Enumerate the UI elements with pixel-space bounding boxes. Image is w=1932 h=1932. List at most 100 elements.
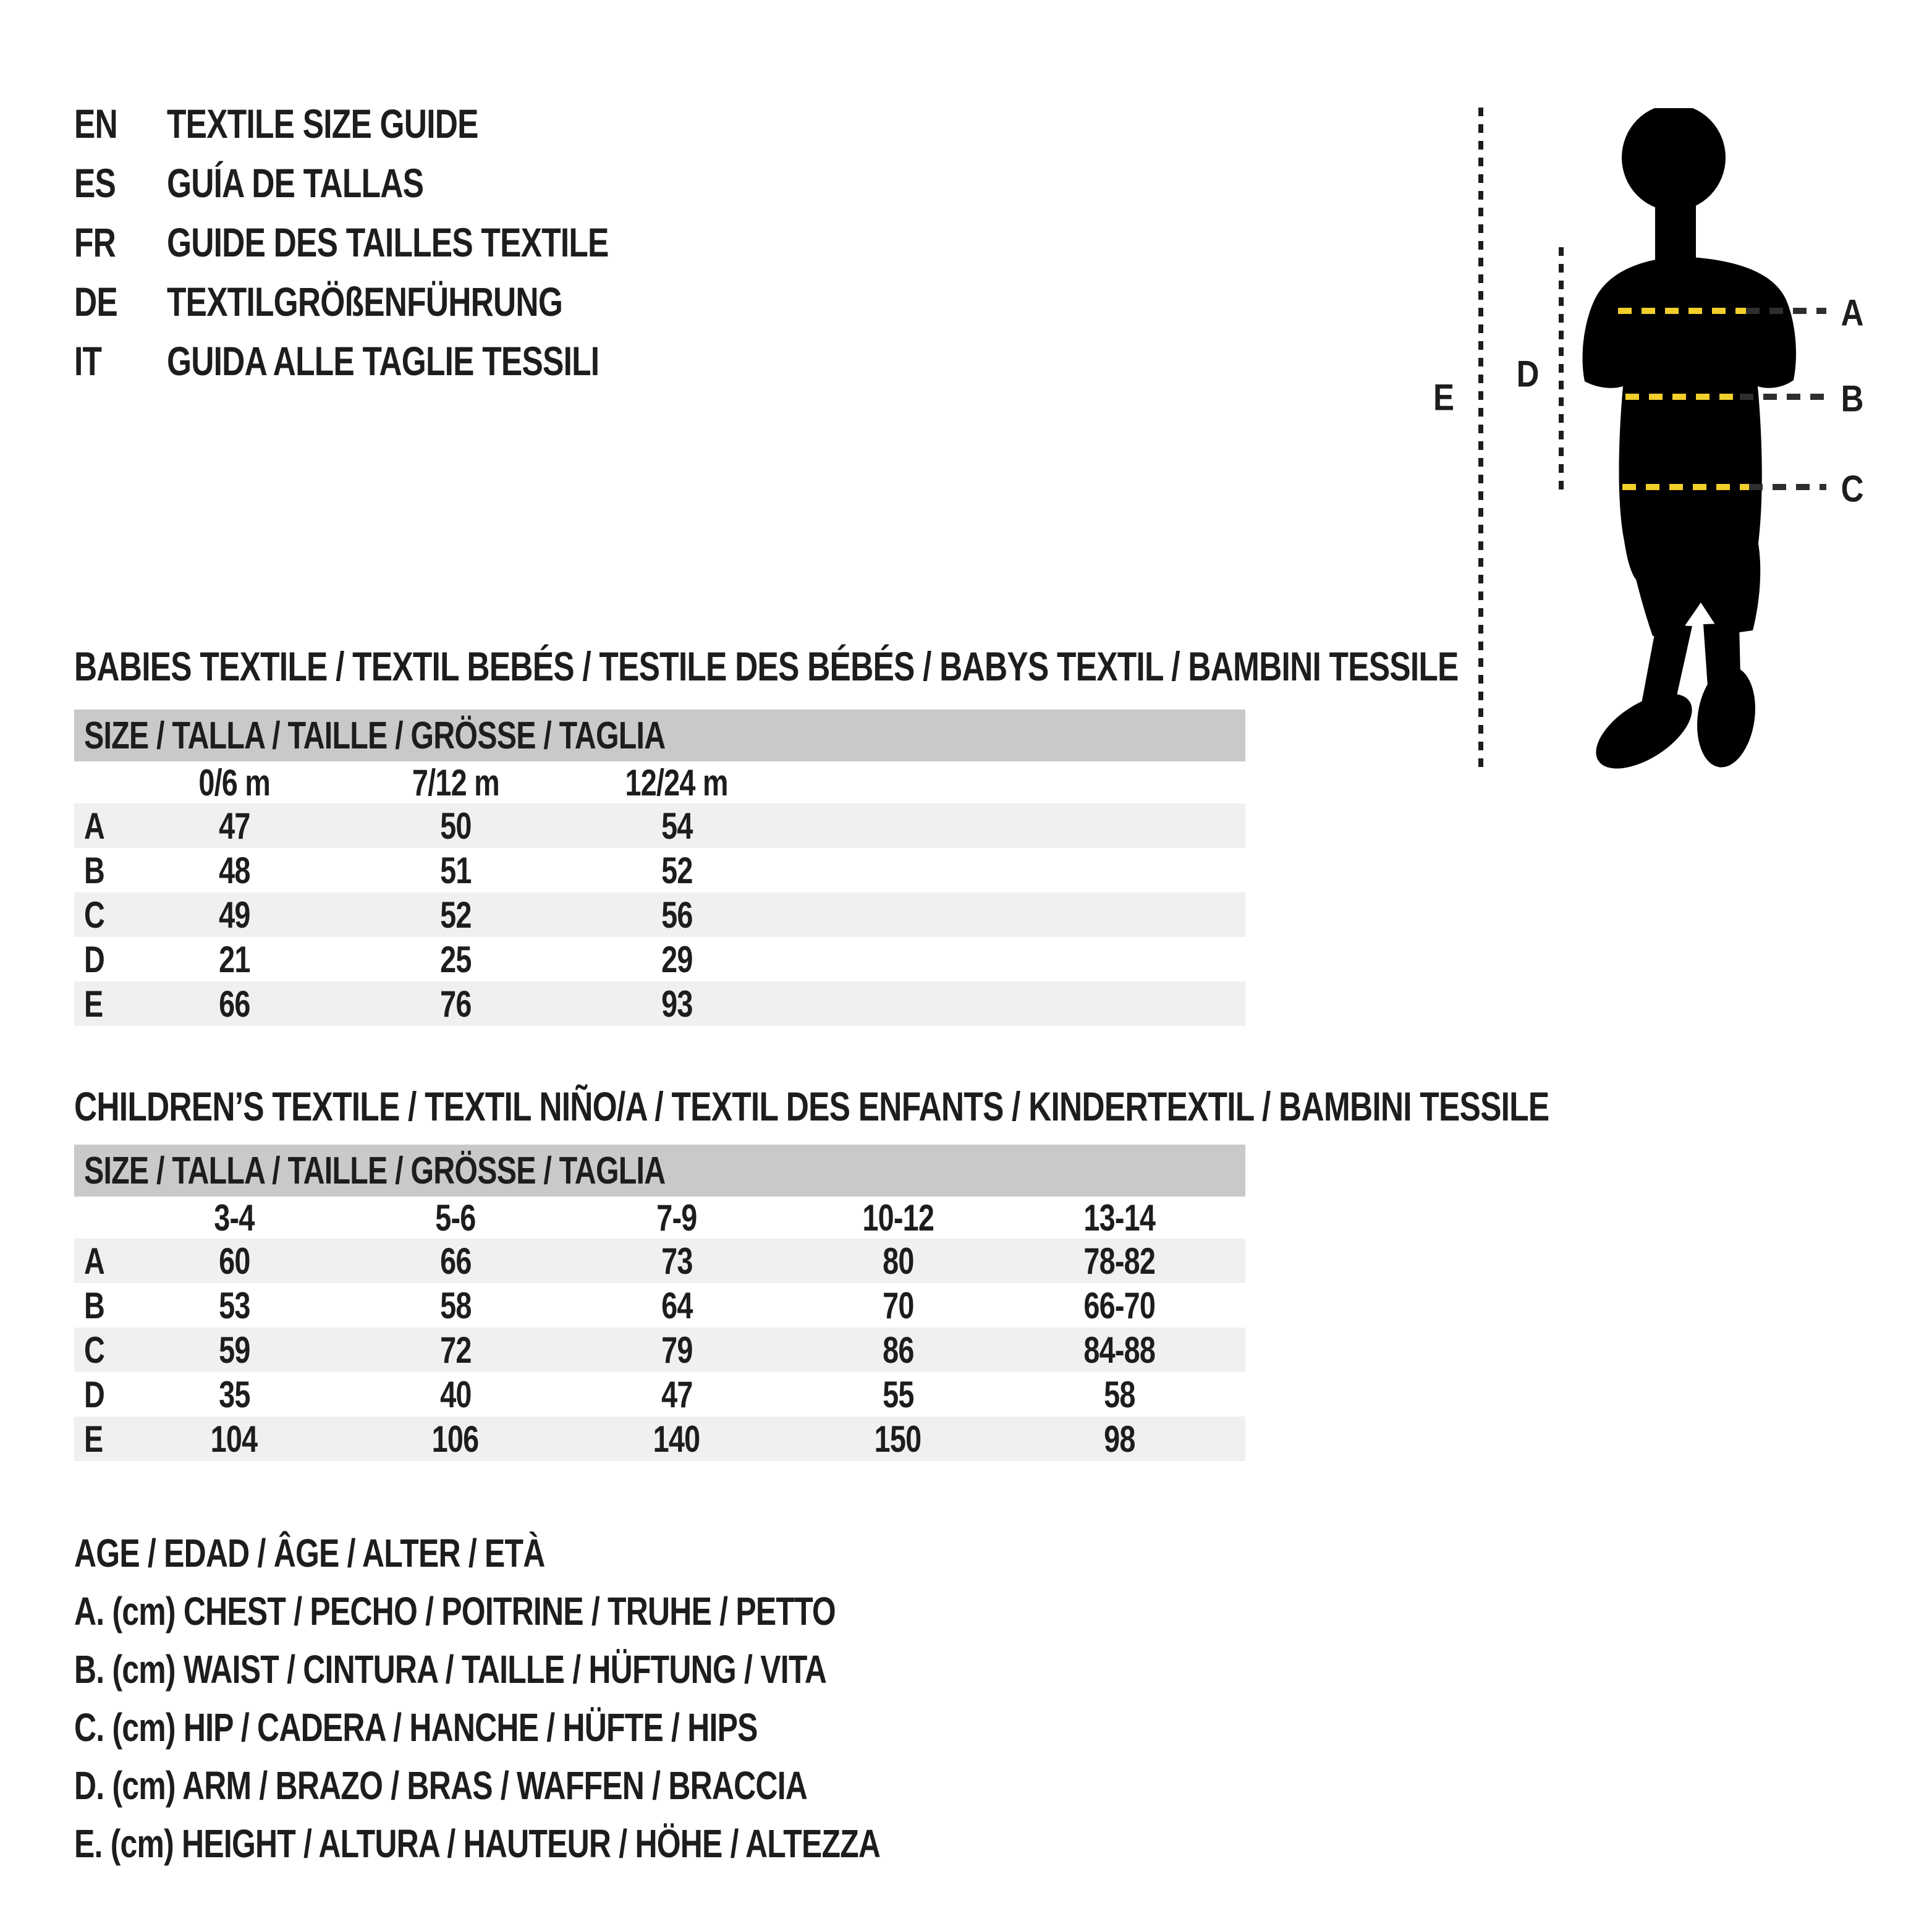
table-cell: 54 xyxy=(661,805,693,847)
babies-size-table: SIZE / TALLA / TAILLE / GRÖSSE / TAGLIA … xyxy=(74,710,1245,1026)
table-cell: 52 xyxy=(439,894,472,936)
table-cell: 66 xyxy=(439,1240,472,1282)
table-cell: 60 xyxy=(218,1240,250,1282)
legend-item-c: C. (cm) HIP / CADERA / HANCHE / HÜFTE / … xyxy=(74,1705,758,1750)
marker-label-e: E xyxy=(1433,376,1455,418)
column-header: 12/24 m xyxy=(625,762,729,803)
table-row-c: C 49 52 56 xyxy=(74,892,1245,937)
table-cell: 78-82 xyxy=(1083,1240,1156,1282)
table-cell: 70 xyxy=(882,1284,914,1326)
table-cell: 25 xyxy=(439,938,472,980)
row-label: C xyxy=(84,1329,105,1371)
table-cell: 106 xyxy=(432,1418,480,1460)
language-title: GUIDE DES TAILLES TEXTILE xyxy=(167,219,609,265)
table-row-b: B 53 58 64 70 66-70 xyxy=(74,1283,1245,1328)
row-label: B xyxy=(84,1284,105,1326)
child-silhouette-icon xyxy=(1582,108,1796,769)
table-cell: 58 xyxy=(1103,1373,1135,1415)
row-label: A xyxy=(84,1240,105,1282)
table-cell: 104 xyxy=(211,1418,258,1460)
marker-label-b: B xyxy=(1841,378,1864,420)
language-title: GUÍA DE TALLAS xyxy=(167,160,424,206)
table-cell: 73 xyxy=(661,1240,693,1282)
table-cell: 48 xyxy=(218,849,250,891)
table-row-e: E 66 76 93 xyxy=(74,981,1245,1026)
language-code: ES xyxy=(74,160,116,206)
measure-line-e xyxy=(1478,108,1483,769)
marker-label-c: C xyxy=(1841,468,1864,510)
table-cell: 66 xyxy=(218,983,250,1025)
column-header: 10-12 xyxy=(862,1197,934,1239)
table-cell: 72 xyxy=(439,1329,472,1371)
measure-line-b-leader xyxy=(1740,394,1826,400)
table-cell: 47 xyxy=(661,1373,693,1415)
marker-label-d: D xyxy=(1516,353,1540,395)
measure-line-d xyxy=(1559,247,1564,494)
column-header: 13-14 xyxy=(1083,1197,1156,1239)
measure-line-a-leader xyxy=(1746,308,1826,314)
table-cell: 53 xyxy=(218,1284,250,1326)
language-row-es: ES GUÍA DE TALLAS xyxy=(74,153,733,213)
row-label: D xyxy=(84,938,105,980)
measure-line-b-waist xyxy=(1625,394,1740,400)
babies-size-header-bar: SIZE / TALLA / TAILLE / GRÖSSE / TAGLIA xyxy=(74,710,1245,761)
language-title: GUIDA ALLE TAGLIE TESSILI xyxy=(167,338,600,384)
column-header: 3-4 xyxy=(214,1197,255,1239)
language-row-fr: FR GUIDE DES TAILLES TEXTILE xyxy=(74,213,733,272)
legend-item-b: B. (cm) WAIST / CINTURA / TAILLE / HÜFTU… xyxy=(74,1647,827,1692)
table-cell: 51 xyxy=(439,849,472,891)
table-cell: 84-88 xyxy=(1083,1329,1156,1371)
language-row-de: DE TEXTILGRÖßENFÜHRUNG xyxy=(74,272,733,331)
table-cell: 49 xyxy=(218,894,250,936)
row-label: E xyxy=(84,1418,103,1460)
table-row-b: B 48 51 52 xyxy=(74,848,1245,892)
table-cell: 80 xyxy=(882,1240,914,1282)
row-label: C xyxy=(84,894,105,936)
language-row-en: EN TEXTILE SIZE GUIDE xyxy=(74,94,733,153)
language-title: TEXTILE SIZE GUIDE xyxy=(167,101,478,146)
table-cell: 56 xyxy=(661,894,693,936)
table-cell: 40 xyxy=(439,1373,472,1415)
table-row-a: A 47 50 54 xyxy=(74,803,1245,848)
table-cell: 76 xyxy=(439,983,472,1025)
section-title-babies: BABIES TEXTILE / TEXTIL BEBÉS / TESTILE … xyxy=(74,643,1459,689)
language-code: EN xyxy=(74,101,118,146)
measure-line-a-chest xyxy=(1618,308,1746,314)
language-row-it: IT GUIDA ALLE TAGLIE TESSILI xyxy=(74,331,733,391)
table-cell: 52 xyxy=(661,849,693,891)
table-cell: 79 xyxy=(661,1329,693,1371)
legend-item-d: D. (cm) ARM / BRAZO / BRAS / WAFFEN / BR… xyxy=(74,1763,808,1808)
legend-item-a: A. (cm) CHEST / PECHO / POITRINE / TRUHE… xyxy=(74,1589,836,1633)
table-cell: 29 xyxy=(661,938,693,980)
table-cell: 140 xyxy=(653,1418,701,1460)
language-code: FR xyxy=(74,219,116,265)
language-list: EN TEXTILE SIZE GUIDE ES GUÍA DE TALLAS … xyxy=(74,94,733,391)
marker-label-a: A xyxy=(1841,292,1864,334)
children-column-headers: 3-4 5-6 7-9 10-12 13-14 xyxy=(74,1197,1245,1239)
children-size-table: SIZE / TALLA / TAILLE / GRÖSSE / TAGLIA … xyxy=(74,1145,1245,1461)
measure-line-c-leader xyxy=(1749,484,1826,490)
children-size-header-bar: SIZE / TALLA / TAILLE / GRÖSSE / TAGLIA xyxy=(74,1145,1245,1197)
table-cell: 35 xyxy=(218,1373,250,1415)
legend-title: AGE / EDAD / ÂGE / ALTER / ETÀ xyxy=(74,1531,545,1575)
table-cell: 59 xyxy=(218,1329,250,1371)
measurement-legend: AGE / EDAD / ÂGE / ALTER / ETÀ A. (cm) C… xyxy=(74,1524,1108,1873)
column-header: 5-6 xyxy=(435,1197,476,1239)
language-code: IT xyxy=(74,338,102,384)
table-row-c: C 59 72 79 86 84-88 xyxy=(74,1328,1245,1372)
table-cell: 86 xyxy=(882,1329,914,1371)
babies-column-headers: 0/6 m 7/12 m 12/24 m xyxy=(74,761,1245,803)
row-label: A xyxy=(84,805,105,847)
section-title-children: CHILDREN’S TEXTILE / TEXTIL NIÑO/A / TEX… xyxy=(74,1083,1549,1129)
table-row-e: E 104 106 140 150 98 xyxy=(74,1417,1245,1461)
table-row-a: A 60 66 73 80 78-82 xyxy=(74,1239,1245,1283)
column-header: 7-9 xyxy=(656,1197,697,1239)
language-title: TEXTILGRÖßENFÜHRUNG xyxy=(167,279,563,324)
table-cell: 66-70 xyxy=(1083,1284,1156,1326)
language-code: DE xyxy=(74,279,118,324)
measurement-figure: A B C D E xyxy=(1409,87,1932,803)
row-label: B xyxy=(84,849,105,891)
row-label: E xyxy=(84,983,103,1025)
table-cell: 98 xyxy=(1103,1418,1135,1460)
